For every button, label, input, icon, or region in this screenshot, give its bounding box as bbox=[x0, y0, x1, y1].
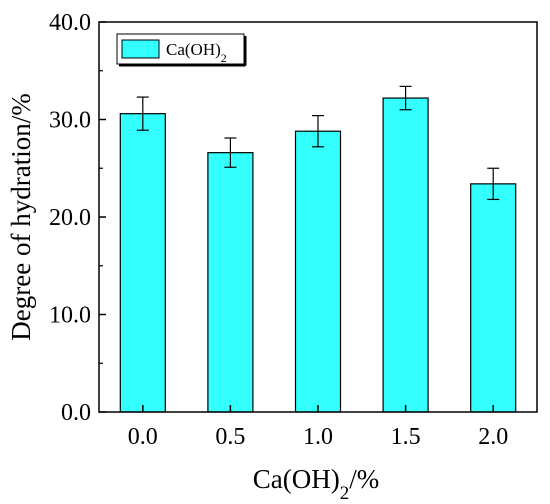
y-axis-title: Degree of hydration/% bbox=[6, 93, 36, 340]
error-bars-layer bbox=[136, 85, 500, 201]
y-tick-label-1: 10.0 bbox=[49, 303, 91, 329]
bar-4 bbox=[470, 183, 517, 413]
legend-label-subscript: 2 bbox=[221, 51, 227, 65]
y-tick-label-0: 0.0 bbox=[61, 400, 91, 426]
y-tick-label-2: 20.0 bbox=[49, 205, 91, 231]
x-tick-label-4: 2.0 bbox=[478, 424, 508, 450]
x-tick-label-1: 0.5 bbox=[215, 424, 245, 450]
x-tick-label-2: 1.0 bbox=[303, 424, 333, 450]
x-tick-label-0: 0.0 bbox=[128, 424, 158, 450]
x-axis-title-subscript: 2 bbox=[340, 483, 350, 504]
x-axis-title: Ca(OH)2/% bbox=[253, 464, 379, 504]
legend-swatch bbox=[121, 39, 160, 59]
bar-1 bbox=[207, 152, 254, 413]
bar-3 bbox=[382, 97, 429, 413]
x-axis: 0.0 0.5 1.0 1.5 2.0 bbox=[128, 405, 508, 450]
legend-box bbox=[116, 33, 245, 65]
x-tick-label-3: 1.5 bbox=[391, 424, 421, 450]
y-tick-label-3: 30.0 bbox=[49, 108, 91, 134]
y-axis: 0.0 10.0 20.0 30.0 40.0 bbox=[49, 10, 106, 426]
bar-0 bbox=[119, 113, 166, 413]
bar-2 bbox=[294, 130, 342, 413]
legend: Ca(OH)2 bbox=[116, 33, 247, 67]
y-tick-label-4: 40.0 bbox=[49, 10, 91, 36]
